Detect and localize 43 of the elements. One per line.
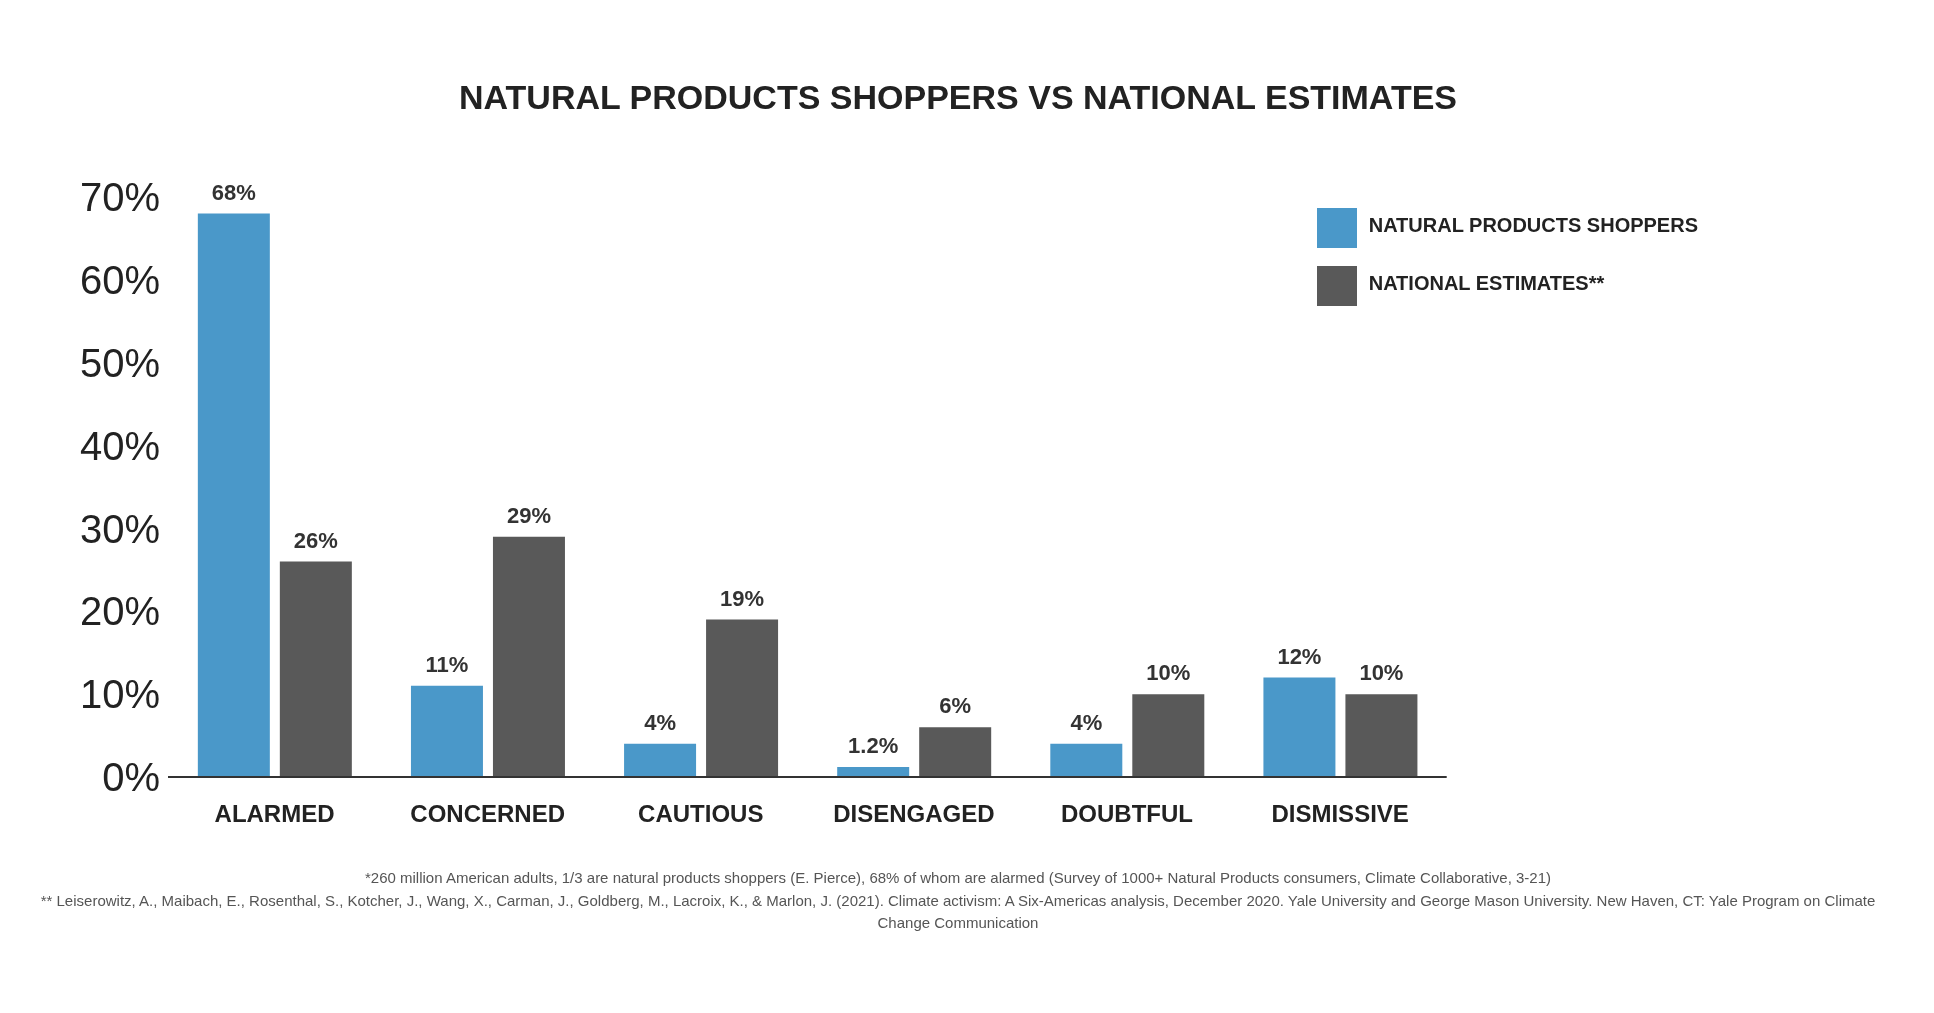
y-tick-label: 40% — [79, 423, 160, 468]
data-label: 12% — [1277, 643, 1322, 669]
bar — [706, 619, 779, 777]
bar — [1132, 694, 1205, 777]
bar — [1345, 694, 1418, 777]
bar — [837, 767, 910, 777]
y-tick-label: 70% — [79, 175, 160, 220]
bar — [624, 743, 697, 777]
data-label: 11% — [425, 651, 469, 677]
y-tick-label: 50% — [79, 340, 160, 385]
chart-title: NATURAL PRODUCTS SHOPPERS VS NATIONAL ESTIMATES — [457, 77, 1458, 118]
bar — [492, 536, 565, 777]
data-label: 68% — [211, 179, 256, 205]
data-label: 26% — [293, 527, 338, 553]
text: ** Leiserowitz, A., Maibach, E., Rosenthal, S., Kotcher, J., Wang, X., Carman, J., Goldberg, M., Lacroix, K., & Marlon, J. (2021). Climate activism: A Six-Americas analysis, December 2020. Yale University and George Mason University. New Haven, CT: Yale Program on Climate Change Communication — [39, 890, 1877, 933]
bar — [919, 727, 992, 777]
text: *260 million American adults, 1/3 are natural products shoppers (E. Pierce), 68% of whom are alarmed (Survey of 1000+ Natural Products consumers, Climate Collaborative, 3-21) — [364, 868, 1552, 888]
y-tick-label: 20% — [79, 589, 160, 634]
x-tick-label: CONCERNED — [410, 800, 566, 828]
bar — [1050, 743, 1123, 777]
x-tick-label: DOUBTFUL — [1061, 800, 1194, 828]
legend-label: NATURAL PRODUCTS SHOPPERS — [1368, 214, 1698, 236]
y-tick-label: 60% — [79, 258, 160, 303]
y-tick-label: 0% — [102, 755, 160, 800]
data-label: 19% — [720, 585, 765, 611]
data-label: 4% — [644, 709, 676, 735]
y-tick-label: 30% — [79, 506, 160, 551]
bar — [410, 685, 483, 777]
data-label: 1.2% — [848, 733, 899, 759]
legend-label: NATIONAL ESTIMATES** — [1368, 272, 1605, 294]
x-tick-label: DISMISSIVE — [1271, 800, 1409, 828]
x-tick-label: DISENGAGED — [833, 800, 995, 828]
y-tick-label: 10% — [79, 672, 160, 717]
data-label: 10% — [1359, 660, 1404, 686]
data-label: 6% — [939, 693, 972, 719]
x-tick-label: ALARMED — [214, 800, 335, 828]
x-tick-label: CAUTIOUS — [638, 800, 764, 828]
data-label: 29% — [506, 502, 551, 528]
data-label: 10% — [1146, 660, 1191, 686]
data-label: 4% — [1070, 709, 1103, 735]
bar — [197, 213, 270, 777]
bar — [1263, 677, 1336, 777]
bar — [279, 561, 352, 777]
